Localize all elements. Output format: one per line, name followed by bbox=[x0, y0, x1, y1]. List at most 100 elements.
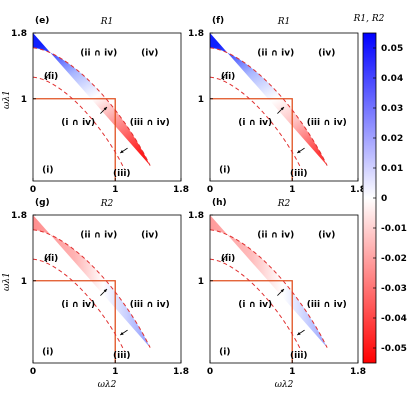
colorbar-tick-label: -0.05 bbox=[381, 344, 407, 354]
colorbar-tick-label: -0.04 bbox=[381, 314, 407, 324]
arrow-head-2 bbox=[120, 150, 124, 154]
dashed-curve-0 bbox=[33, 258, 125, 352]
y-tick-label: 1 bbox=[198, 95, 204, 105]
region-label: (iii ∩ iv) bbox=[307, 118, 347, 128]
colorbar-tick-label: 0.01 bbox=[381, 164, 403, 174]
colorbar-tick-label: -0.02 bbox=[381, 254, 407, 264]
plot-frame bbox=[209, 214, 359, 364]
region-label: (iii) bbox=[113, 169, 130, 179]
region-label: (iv) bbox=[318, 231, 335, 241]
x-tick-label: 1 bbox=[112, 367, 118, 377]
y-tick-label: 1.8 bbox=[188, 211, 204, 221]
x-tick-label: 0 bbox=[30, 185, 36, 195]
region-label: (i ∩ iv) bbox=[238, 300, 272, 310]
region-label: (iii) bbox=[290, 351, 307, 361]
plot-frame bbox=[32, 32, 182, 182]
x-tick-label: 1.8 bbox=[173, 367, 189, 377]
colorbar-tick-label: -0.03 bbox=[381, 284, 407, 294]
heatmap-field bbox=[210, 33, 328, 166]
arrow-head-2 bbox=[297, 332, 301, 336]
x-tick-label: 1.8 bbox=[173, 185, 189, 195]
region-label: (i ∩ iv) bbox=[61, 300, 95, 310]
dashed-curve-0 bbox=[33, 76, 125, 170]
panel-label: (e) bbox=[35, 16, 49, 26]
x-tick-label: 1.8 bbox=[350, 185, 366, 195]
panel-title: R2 bbox=[100, 199, 114, 209]
x-tick-label: 0 bbox=[207, 367, 213, 377]
panel-2: (i) (ii) (iii) (iv) (i ∩ iv) (ii ∩ iv) (iii ∩ … bbox=[2, 198, 189, 390]
region-label: (i ∩ iv) bbox=[61, 118, 95, 128]
y-tick-label: 1.8 bbox=[188, 29, 204, 39]
panel-title: R1 bbox=[277, 17, 291, 27]
x-axis-label: ωλ2 bbox=[275, 380, 294, 390]
arrow-head-0 bbox=[221, 257, 225, 262]
heatmap-field bbox=[210, 215, 328, 348]
region-label: (iii ∩ iv) bbox=[307, 300, 347, 310]
region-boundary-line bbox=[33, 280, 116, 363]
y-axis-label: ωλ1 bbox=[2, 90, 12, 109]
region-label: (ii ∩ iv) bbox=[80, 231, 117, 241]
region-label: (iv) bbox=[141, 231, 158, 241]
colorbar-tick-label: -0.01 bbox=[381, 224, 407, 234]
region-label: (ii ∩ iv) bbox=[257, 49, 294, 59]
y-tick-label: 1 bbox=[21, 95, 27, 105]
region-label: (ii ∩ iv) bbox=[80, 49, 117, 59]
arrow-head-2 bbox=[120, 332, 124, 336]
arrow-head-1 bbox=[280, 107, 284, 111]
y-tick-label: 1.8 bbox=[11, 29, 27, 39]
x-tick-label: 1 bbox=[289, 367, 295, 377]
region-label: (i) bbox=[219, 347, 230, 357]
arrow-head-0 bbox=[44, 257, 48, 262]
x-tick-label: 1 bbox=[289, 185, 295, 195]
colorbar-tick-label: 0.04 bbox=[381, 74, 403, 84]
region-label: (iii ∩ iv) bbox=[130, 118, 170, 128]
x-tick-label: 1.8 bbox=[350, 367, 366, 377]
region-label: (ii) bbox=[44, 72, 58, 82]
panel-1: (i) (ii) (iii) (iv) (i ∩ iv) (ii ∩ iv) (iii ∩ … bbox=[188, 16, 366, 195]
region-boundary-line bbox=[210, 98, 293, 181]
panel-3: (i) (ii) (iii) (iv) (i ∩ iv) (ii ∩ iv) (iii ∩ … bbox=[188, 198, 366, 390]
panel-label: (g) bbox=[35, 198, 50, 208]
y-tick-label: 1 bbox=[21, 277, 27, 287]
plot-frame bbox=[32, 214, 182, 364]
region-label: (i) bbox=[42, 165, 53, 175]
region-label: (ii) bbox=[221, 254, 235, 264]
colorbar-tick-label: 0.05 bbox=[381, 44, 403, 54]
panel-label: (f) bbox=[212, 16, 224, 26]
colorbar-tick-label: 0.02 bbox=[381, 134, 403, 144]
panel-label: (h) bbox=[212, 198, 227, 208]
region-label: (i ∩ iv) bbox=[238, 118, 272, 128]
region-label: (ii) bbox=[221, 72, 235, 82]
region-label: (i) bbox=[219, 165, 230, 175]
x-tick-label: 0 bbox=[207, 185, 213, 195]
arrow-head-0 bbox=[44, 75, 48, 80]
y-tick-label: 1 bbox=[198, 277, 204, 287]
arrow-head-1 bbox=[103, 107, 107, 111]
y-axis-label: ωλ1 bbox=[2, 272, 12, 291]
panel-title: R1 bbox=[100, 17, 114, 27]
x-axis-label: ωλ2 bbox=[98, 380, 117, 390]
arrow-head-1 bbox=[280, 289, 284, 293]
y-tick-label: 1.8 bbox=[11, 211, 27, 221]
x-tick-label: 1 bbox=[112, 185, 118, 195]
arrow-head-2 bbox=[297, 150, 301, 154]
region-label: (iii) bbox=[113, 351, 130, 361]
region-label: (iv) bbox=[318, 49, 335, 59]
colorbar-label: R1, R2 bbox=[353, 14, 385, 24]
region-label: (ii) bbox=[44, 254, 58, 264]
region-label: (i) bbox=[42, 347, 53, 357]
colorbar: 0.05 0.04 0.03 0.02 0.01 0 -0.01 -0.02 -0.03 -0.0… bbox=[353, 14, 407, 364]
panel-0: (i) (ii) (iii) (iv) (i ∩ iv) (ii ∩ iv) (iii ∩ … bbox=[2, 16, 189, 195]
arrow-head-0 bbox=[221, 75, 225, 80]
arrow-head-1 bbox=[103, 289, 107, 293]
x-tick-label: 0 bbox=[30, 367, 36, 377]
region-label: (iii) bbox=[290, 169, 307, 179]
colorbar-tick-label: 0.03 bbox=[381, 104, 403, 114]
dashed-curve-0 bbox=[210, 76, 302, 170]
panel-title: R2 bbox=[277, 199, 291, 209]
region-label: (iii ∩ iv) bbox=[130, 300, 170, 310]
region-label: (iv) bbox=[141, 49, 158, 59]
plot-frame bbox=[209, 32, 359, 182]
region-label: (ii ∩ iv) bbox=[257, 231, 294, 241]
